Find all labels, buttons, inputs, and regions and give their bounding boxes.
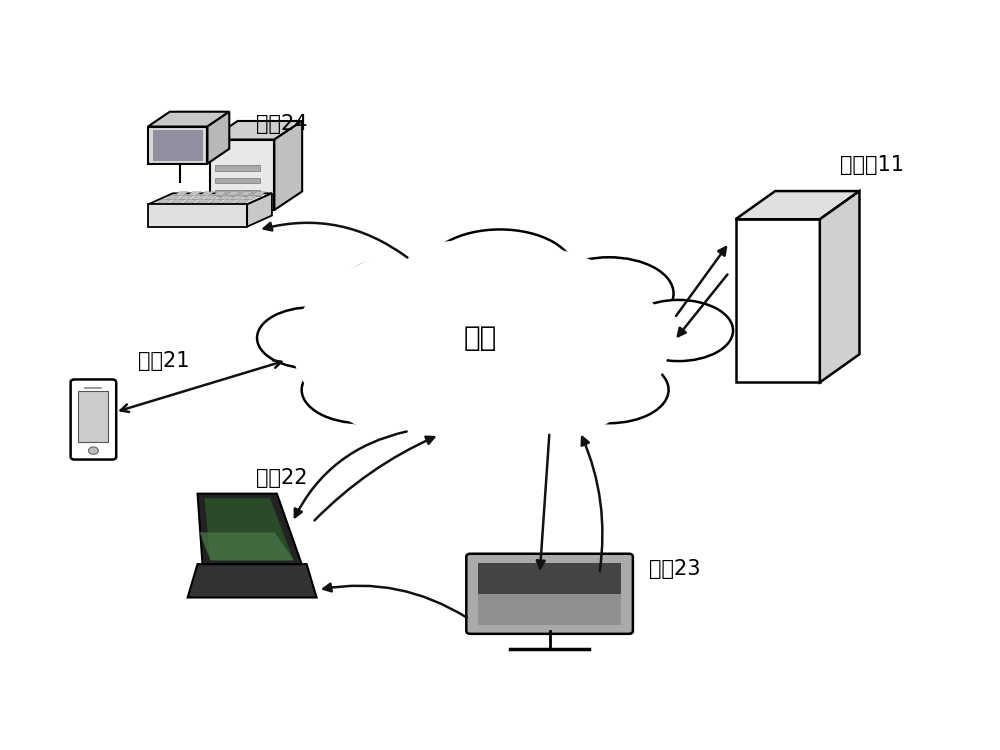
Polygon shape bbox=[231, 196, 244, 200]
Text: 网络: 网络 bbox=[464, 324, 497, 352]
Polygon shape bbox=[148, 127, 207, 164]
Polygon shape bbox=[210, 121, 302, 140]
Text: 终端21: 终端21 bbox=[138, 351, 190, 371]
Polygon shape bbox=[218, 196, 232, 200]
Ellipse shape bbox=[426, 230, 574, 313]
Ellipse shape bbox=[545, 257, 674, 329]
Ellipse shape bbox=[336, 257, 465, 329]
Polygon shape bbox=[213, 192, 227, 196]
Polygon shape bbox=[78, 392, 108, 442]
Polygon shape bbox=[166, 196, 180, 200]
Polygon shape bbox=[207, 112, 229, 164]
Polygon shape bbox=[252, 192, 266, 196]
Polygon shape bbox=[200, 532, 294, 560]
Polygon shape bbox=[153, 130, 202, 160]
Polygon shape bbox=[188, 564, 317, 598]
Polygon shape bbox=[148, 205, 247, 226]
Polygon shape bbox=[174, 192, 188, 196]
Text: 终端22: 终端22 bbox=[256, 468, 308, 488]
Polygon shape bbox=[274, 121, 302, 210]
FancyBboxPatch shape bbox=[215, 190, 260, 196]
FancyBboxPatch shape bbox=[215, 178, 260, 183]
Text: 终端23: 终端23 bbox=[649, 559, 700, 579]
Polygon shape bbox=[148, 112, 229, 127]
Polygon shape bbox=[184, 200, 198, 203]
Ellipse shape bbox=[416, 368, 545, 441]
Polygon shape bbox=[478, 562, 621, 594]
Polygon shape bbox=[247, 194, 272, 226]
Polygon shape bbox=[158, 200, 172, 203]
Polygon shape bbox=[235, 200, 249, 203]
Polygon shape bbox=[243, 196, 257, 200]
Polygon shape bbox=[200, 192, 214, 196]
FancyBboxPatch shape bbox=[215, 165, 260, 170]
Polygon shape bbox=[478, 594, 621, 625]
Polygon shape bbox=[179, 196, 193, 200]
Polygon shape bbox=[187, 192, 201, 196]
Ellipse shape bbox=[292, 240, 669, 451]
Polygon shape bbox=[210, 140, 274, 210]
Text: 终端24: 终端24 bbox=[256, 114, 308, 134]
Ellipse shape bbox=[550, 356, 669, 423]
Ellipse shape bbox=[302, 356, 421, 423]
Polygon shape bbox=[205, 196, 219, 200]
Polygon shape bbox=[239, 192, 253, 196]
Polygon shape bbox=[192, 196, 206, 200]
Polygon shape bbox=[226, 192, 240, 196]
FancyBboxPatch shape bbox=[71, 380, 116, 460]
Polygon shape bbox=[209, 200, 223, 203]
Polygon shape bbox=[736, 191, 859, 219]
Text: 服务器11: 服务器11 bbox=[840, 154, 904, 175]
Polygon shape bbox=[198, 494, 302, 564]
FancyBboxPatch shape bbox=[466, 554, 633, 634]
Polygon shape bbox=[204, 498, 294, 560]
Polygon shape bbox=[197, 200, 210, 203]
Polygon shape bbox=[736, 219, 820, 382]
Polygon shape bbox=[820, 191, 859, 382]
Polygon shape bbox=[171, 200, 185, 203]
Polygon shape bbox=[148, 194, 272, 205]
Polygon shape bbox=[222, 200, 236, 203]
Circle shape bbox=[88, 447, 98, 454]
Ellipse shape bbox=[624, 300, 733, 361]
Ellipse shape bbox=[257, 308, 366, 368]
